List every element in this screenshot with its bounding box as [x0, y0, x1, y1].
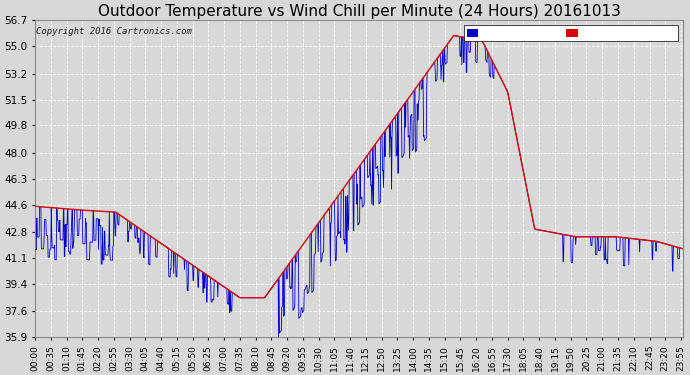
Title: Outdoor Temperature vs Wind Chill per Minute (24 Hours) 20161013: Outdoor Temperature vs Wind Chill per Mi… [97, 4, 620, 19]
Text: Copyright 2016 Cartronics.com: Copyright 2016 Cartronics.com [37, 27, 193, 36]
Legend: Wind Chill (°F), Temperature (°F): Wind Chill (°F), Temperature (°F) [464, 25, 678, 41]
